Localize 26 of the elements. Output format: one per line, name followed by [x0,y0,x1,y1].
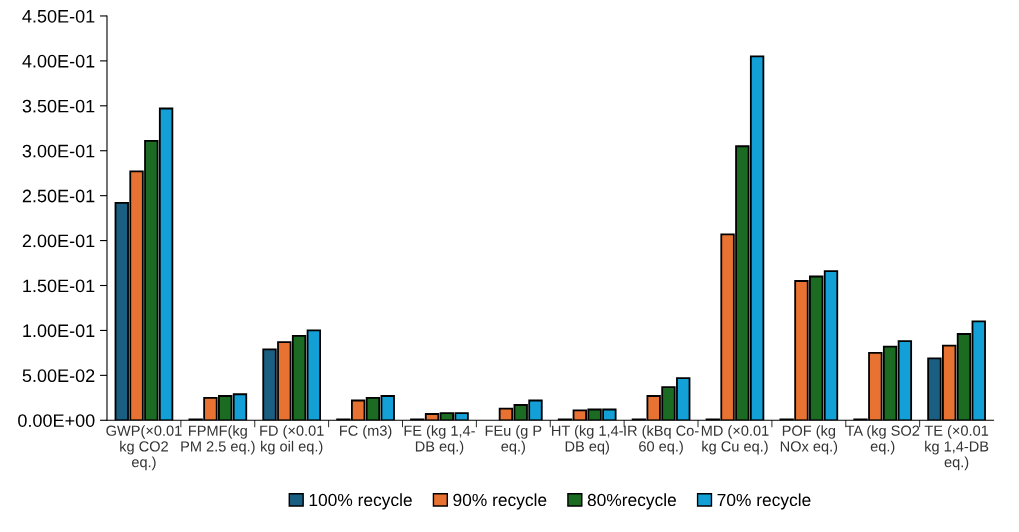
y-tick-label: 1.50E-01 [23,279,95,293]
legend-label: 70% recycle [717,493,811,510]
x-tick-label: GWP(×0.01 kg CO2 eq.) [106,425,182,471]
y-tick-label: 1.00E-01 [23,324,95,338]
x-tick-label: TE (×0.01 kg 1,4-DB eq.) [924,425,989,471]
x-tick-label: FEu (g P eq.) [485,425,542,455]
x-tick-label: FE (kg 1,4- DB eq.) [404,425,475,455]
x-tick-label: HT (kg 1,4- DB eq) [552,425,623,455]
y-tick-label: 0.00E+00 [18,414,95,427]
x-tick-label: TA (kg SO2 eq.) [845,425,920,455]
y-tick-label: 4.00E-01 [22,54,95,68]
y-tick-label: 5.00E-02 [22,369,95,383]
x-tick-label: FC (m3) [340,425,392,439]
y-tick-label: 4.50E-01 [22,9,95,23]
x-tick-label: FPMF(kg PM 2.5 eq.) [181,425,255,455]
y-tick-label: 2.50E-01 [22,189,95,203]
y-tick-label: 2.00E-01 [22,234,95,248]
y-tick-label: 3.50E-01 [22,99,95,113]
legend-label: 80%recycle [587,493,676,510]
legend-label: 90% recycle [453,493,547,510]
x-tick-label: IR (kBq Co- 60 eq.) [624,425,699,455]
x-tick-label: POF (kg NOx eq.) [780,425,838,455]
legend-label: 100% recycle [309,493,412,510]
x-tick-label: MD (×0.01 kg Cu eq.) [701,425,769,455]
y-tick-label: 3.00E-01 [22,144,95,158]
x-tick-label: FD (×0.01 kg oil eq.) [260,425,324,455]
